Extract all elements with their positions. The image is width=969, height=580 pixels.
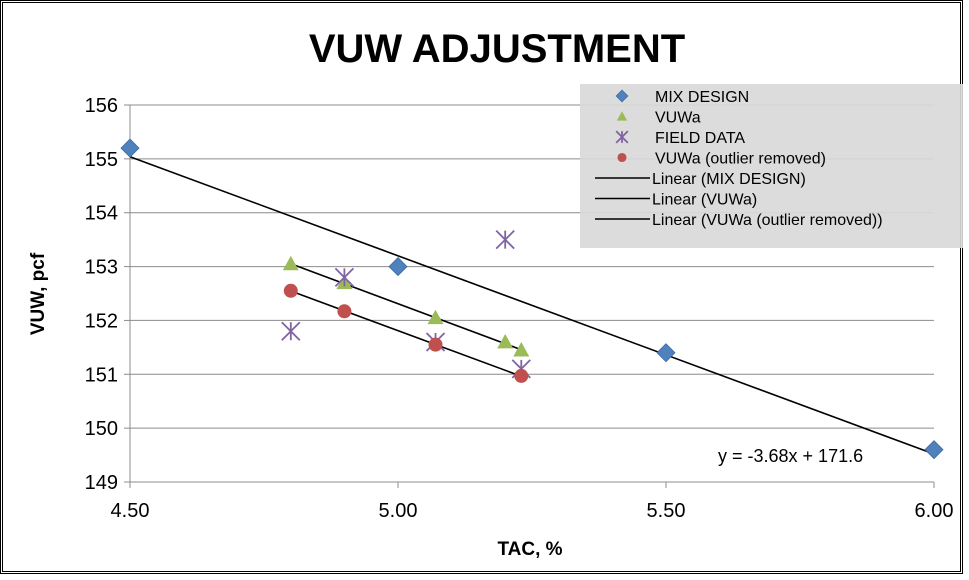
diamond-marker: [615, 89, 629, 103]
legend-entry-label: VUWa (outlier removed): [655, 151, 826, 168]
diamond-marker: [120, 138, 140, 158]
circle-marker: [428, 337, 443, 352]
y-tick-label: 149: [85, 472, 118, 494]
circle-marker: [283, 283, 298, 298]
diamond-marker: [388, 257, 408, 277]
triangle-marker: [282, 255, 299, 271]
axes: [124, 104, 935, 488]
star-marker: [615, 130, 629, 144]
diamond-marker: [924, 440, 944, 460]
y-tick-label: 153: [85, 257, 118, 279]
data-points: [120, 138, 944, 460]
y-tick-label: 155: [85, 149, 118, 171]
x-tick-label: 5.50: [647, 500, 686, 522]
y-tick-label: 154: [85, 203, 118, 225]
star-marker: [334, 267, 355, 287]
star-marker: [495, 230, 515, 250]
x-tick-label: 4.50: [111, 500, 150, 522]
legend: MIX DESIGN VUWa FIELD DATA VUWa (outlier re…: [580, 84, 963, 248]
trendline: [290, 263, 522, 351]
triangle-marker: [616, 111, 628, 121]
y-axis-label: VUW, pcf: [28, 252, 49, 335]
trendline: [129, 155, 935, 455]
y-tick-label: 151: [85, 364, 118, 386]
trendline-equation: y = -3.68x + 171.6: [718, 446, 863, 466]
circle-marker: [617, 152, 627, 163]
triangle-marker: [497, 333, 514, 349]
diamond-marker: [656, 343, 676, 363]
triangle-marker: [513, 342, 530, 357]
legend-entry-label: MIX DESIGN: [655, 89, 749, 106]
legend-entry-label: Linear (MIX DESIGN): [652, 171, 806, 188]
legend-box: [580, 84, 963, 248]
x-tick-label: 6.00: [915, 500, 954, 522]
legend-entry-label: VUWa: [655, 110, 701, 127]
y-tick-label: 152: [85, 310, 118, 332]
chart-title: VUW ADJUSTMENT: [309, 27, 685, 71]
trendline: [290, 290, 522, 377]
triangle-marker: [427, 309, 444, 325]
x-tick-label: 5.00: [379, 500, 418, 522]
y-tick-label: 156: [85, 95, 118, 117]
circle-marker: [514, 368, 529, 383]
trendlines: [129, 155, 935, 455]
legend-entry-label: Linear (VUWa (outlier removed)): [652, 212, 883, 229]
star-marker: [281, 321, 301, 341]
legend-entry-label: Linear (VUWa): [652, 192, 757, 209]
legend-entry-label: FIELD DATA: [655, 130, 745, 147]
circle-marker: [337, 304, 352, 319]
x-tick-labels: 4.50 5.00 5.50 6.00: [111, 500, 954, 522]
y-tick-labels: 149 150 151 152 153 154 155 156: [85, 95, 118, 494]
x-axis-label: TAC, %: [497, 539, 562, 560]
y-tick-label: 150: [85, 418, 118, 440]
